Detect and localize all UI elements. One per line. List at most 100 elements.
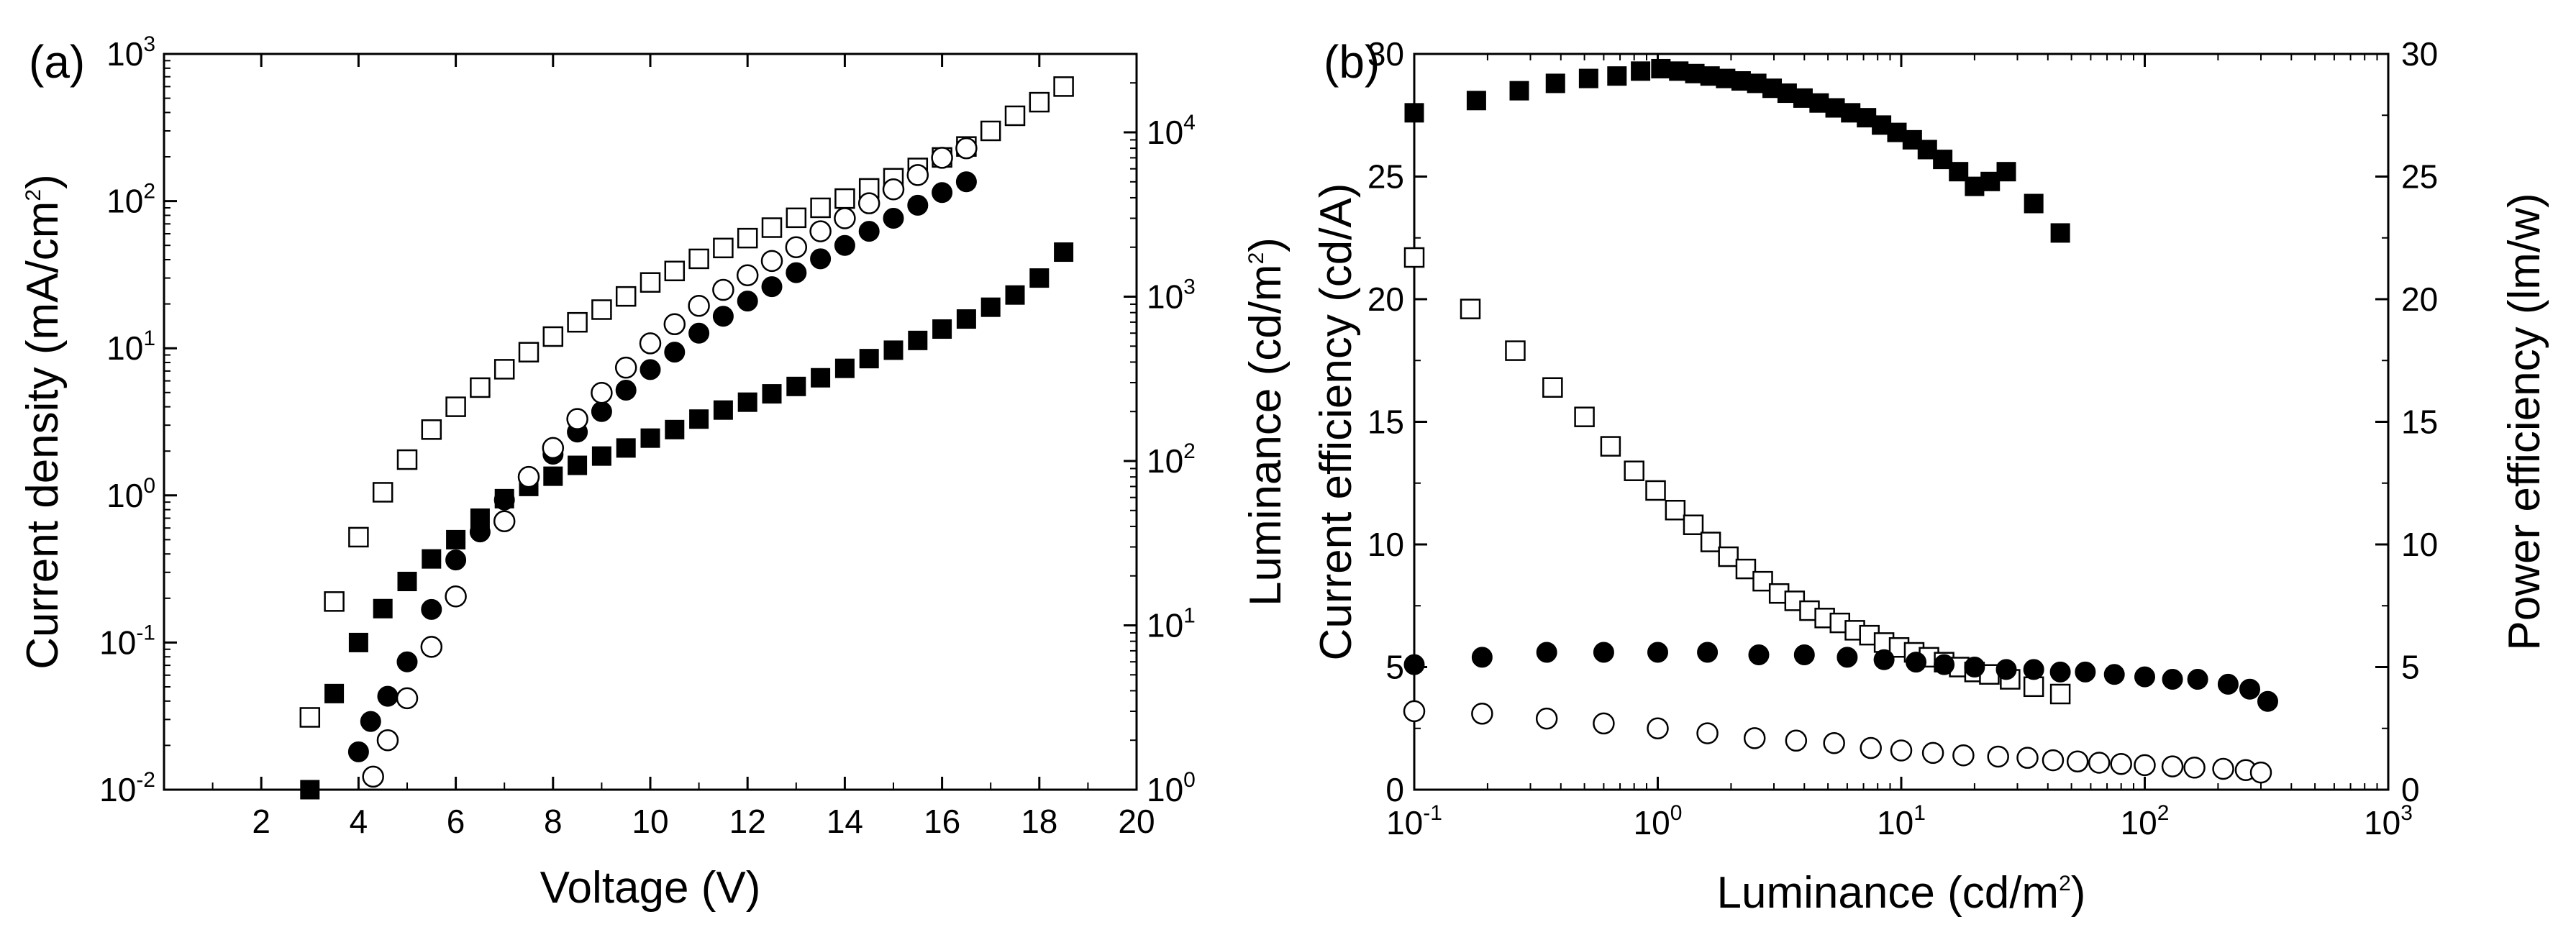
data-point-a-circle-open xyxy=(882,178,905,201)
data-point-b-square-filled xyxy=(1793,88,1813,108)
data-point-a-circle-open xyxy=(760,250,783,273)
data-point-a-circle-open xyxy=(566,408,588,430)
data-point-a-square-open xyxy=(396,449,418,470)
data-point-b-square-filled xyxy=(1631,61,1651,81)
data-point-b-square-open xyxy=(1403,247,1425,268)
data-point-a-circle-filled xyxy=(396,651,418,672)
data-point-a-circle-filled xyxy=(445,549,467,571)
data-point-b-square-open xyxy=(1505,340,1526,361)
x-tick-label-a: 2 xyxy=(252,803,270,840)
data-point-a-circle-open xyxy=(931,147,953,169)
data-point-a-square-filled xyxy=(737,392,757,412)
y2-axis-label-b: Power efficiency (lm/w) xyxy=(2500,193,2549,650)
data-point-a-square-open xyxy=(324,591,345,612)
data-point-b-circle-open xyxy=(1952,744,1975,767)
data-point-a-circle-open xyxy=(834,207,856,229)
data-point-a-square-filled xyxy=(956,309,976,329)
data-point-b-circle-open xyxy=(1743,727,1766,749)
data-point-a-square-filled xyxy=(543,466,563,486)
data-point-a-circle-open xyxy=(955,137,978,160)
data-point-b-square-open xyxy=(1574,406,1595,427)
data-point-b-square-open xyxy=(1718,546,1739,567)
data-point-b-square-open xyxy=(1665,500,1686,521)
data-point-b-square-open xyxy=(1600,436,1621,457)
data-point-b-circle-filled xyxy=(2075,661,2096,683)
data-point-b-square-filled xyxy=(1545,73,1565,93)
data-point-a-square-filled xyxy=(859,349,879,369)
data-point-b-circle-filled xyxy=(2257,690,2278,712)
data-point-a-circle-filled xyxy=(810,248,832,270)
data-point-b-circle-filled xyxy=(1748,644,1770,665)
y-tick-label-b: 10 xyxy=(1367,526,1404,563)
data-point-a-square-filled xyxy=(1054,242,1074,263)
data-point-b-circle-open xyxy=(1593,712,1615,735)
x-tick-label-b: 100 xyxy=(1634,801,1683,841)
data-point-b-square-filled xyxy=(1466,91,1486,111)
data-point-a-circle-open xyxy=(688,294,710,317)
data-point-b-square-filled xyxy=(2050,223,2070,243)
data-point-b-square-filled xyxy=(1509,81,1529,101)
y2-tick-label-b: 30 xyxy=(2401,35,2438,73)
data-point-a-square-filled xyxy=(665,419,685,439)
data-point-a-circle-open xyxy=(906,164,929,186)
data-point-b-circle-filled xyxy=(2023,659,2044,680)
data-point-a-circle-open xyxy=(542,437,565,460)
data-point-b-circle-open xyxy=(2161,755,2184,777)
data-point-a-circle-filled xyxy=(469,521,491,543)
data-point-a-circle-open xyxy=(809,220,832,242)
data-point-a-square-open xyxy=(1029,91,1050,113)
data-point-b-circle-open xyxy=(1890,739,1913,762)
data-point-b-square-open xyxy=(2049,683,2071,705)
data-point-b-circle-open xyxy=(2212,757,2234,780)
data-point-b-square-open xyxy=(1735,558,1757,580)
data-point-a-square-open xyxy=(615,286,637,307)
data-point-a-circle-filled xyxy=(932,182,953,204)
x-tick-label-a: 6 xyxy=(447,803,465,840)
data-point-a-square-filled xyxy=(300,780,320,800)
panel-b-frame xyxy=(1413,53,2390,791)
y2-tick-label-a: 103 xyxy=(1147,275,1196,316)
data-point-b-circle-open xyxy=(2066,750,2089,773)
data-point-a-square-open xyxy=(664,260,686,282)
data-point-a-circle-open xyxy=(362,765,384,788)
panel-a: (a) 2 4 6 8 10 12 14 16 18 20 10-2 10-1 100 101 102 103… xyxy=(18,32,1291,913)
data-point-b-circle-filled xyxy=(2049,661,2071,683)
data-point-b-square-filled xyxy=(1669,61,1689,81)
data-point-a-circle-filled xyxy=(883,207,904,229)
data-point-a-square-filled xyxy=(834,358,855,378)
data-point-b-circle-open xyxy=(2088,752,2111,774)
data-point-b-circle-filled xyxy=(1837,647,1858,668)
y2-tick-label-a: 100 xyxy=(1147,768,1196,808)
y-tick-label-b: 15 xyxy=(1367,403,1404,441)
data-point-a-circle-filled xyxy=(688,322,710,344)
data-point-b-circle-filled xyxy=(2134,666,2155,688)
data-point-a-circle-filled xyxy=(640,359,661,380)
x-tick-label-a: 8 xyxy=(544,803,563,840)
data-point-b-square-open xyxy=(1624,460,1644,481)
data-point-a-square-open xyxy=(493,359,515,380)
data-point-b-square-filled xyxy=(1651,58,1671,78)
data-point-b-square-open xyxy=(1460,298,1481,319)
x-tick-label-b: 10-1 xyxy=(1386,801,1442,841)
data-point-a-square-filled xyxy=(640,428,660,448)
x-tick-label-a: 14 xyxy=(827,803,863,840)
data-point-b-square-filled xyxy=(1809,93,1829,113)
data-point-b-circle-filled xyxy=(2217,673,2239,695)
y-tick-label-b: 5 xyxy=(1385,649,1404,686)
data-point-a-square-filled xyxy=(397,571,417,591)
data-point-b-circle-open xyxy=(2016,747,2039,769)
y2-tick-label-b: 15 xyxy=(2401,403,2438,441)
data-point-a-circle-open xyxy=(639,332,662,355)
data-point-a-square-open xyxy=(810,197,831,219)
x-tick-label-b: 102 xyxy=(2121,801,2170,841)
data-point-a-square-open xyxy=(1053,76,1074,97)
data-point-b-circle-filled xyxy=(1593,642,1614,663)
x-tick-label-a: 4 xyxy=(350,803,368,840)
data-point-b-circle-open xyxy=(2134,754,2156,777)
data-point-a-square-open xyxy=(445,396,466,417)
data-point-a-square-open xyxy=(688,248,709,270)
data-point-a-circle-open xyxy=(493,510,516,533)
y2-tick-label-b: 10 xyxy=(2401,526,2438,563)
data-point-a-square-open xyxy=(372,482,393,503)
data-point-a-circle-open xyxy=(591,381,613,404)
